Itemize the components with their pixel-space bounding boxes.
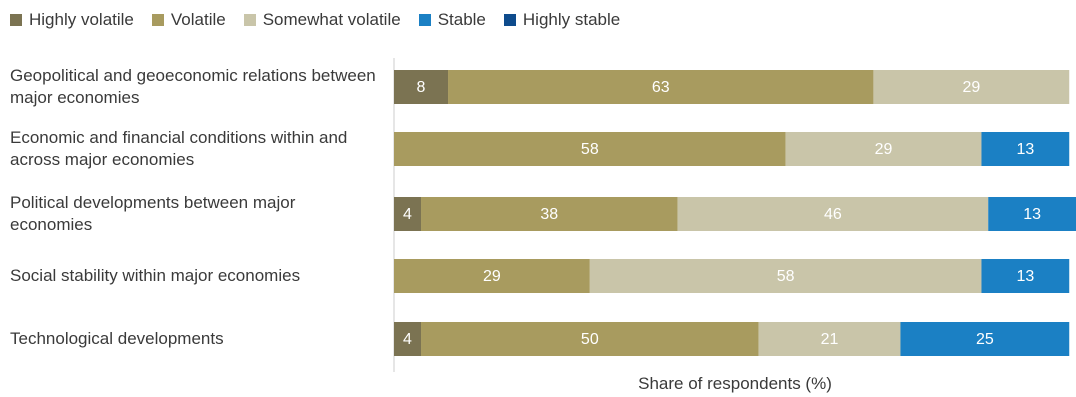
legend-label: Highly stable [522, 10, 621, 29]
value-label: 13 [1023, 206, 1041, 223]
category-label: Social stability within major economies [10, 266, 301, 285]
legend-label: Stable [437, 10, 486, 29]
value-label: 25 [976, 331, 994, 348]
legend-swatch [151, 14, 164, 26]
legend-label: Highly volatile [29, 10, 134, 29]
value-label: 13 [1016, 141, 1034, 158]
category-label: Economic and financial conditions within… [10, 128, 348, 169]
value-label: 29 [483, 268, 501, 285]
value-label: 29 [875, 141, 893, 158]
category-label: Geopolitical and geoeconomic relations b… [10, 66, 376, 107]
value-label: 8 [417, 79, 426, 96]
category-label: Political developments between major eco… [10, 193, 296, 234]
value-label: 63 [652, 79, 670, 96]
value-label: 29 [962, 79, 980, 96]
legend-item: Highly volatile [10, 10, 134, 30]
value-label: 13 [1016, 268, 1034, 285]
bar-segment [981, 132, 1070, 166]
bar-segment [421, 197, 678, 231]
value-label: 4 [403, 206, 412, 223]
value-label: 4 [403, 331, 412, 348]
legend: Highly volatile Volatile Somewhat volatile… [10, 10, 620, 30]
legend-item: Highly stable [503, 10, 621, 30]
legend-label: Volatile [170, 10, 226, 29]
category-label: Technological developments [10, 329, 224, 348]
bar-segment [589, 259, 982, 293]
bar-segment [873, 70, 1070, 104]
bar-segment [394, 259, 590, 293]
bar-segment [448, 70, 874, 104]
value-label: 58 [581, 141, 599, 158]
bar-segment [988, 197, 1076, 231]
value-label: 46 [824, 206, 842, 223]
bar-segment [785, 132, 982, 166]
legend-label: Somewhat volatile [262, 10, 401, 29]
bar-segment [394, 132, 786, 166]
bar-segment [981, 259, 1070, 293]
bar-segment [394, 322, 422, 356]
legend-item: Volatile [151, 10, 226, 30]
legend-swatch [503, 14, 516, 26]
legend-item: Somewhat volatile [243, 10, 401, 30]
axis-title: Share of respondents (%) [638, 374, 832, 393]
legend-item: Stable [418, 10, 486, 30]
value-label: 58 [777, 268, 795, 285]
legend-swatch [243, 14, 256, 26]
value-label: 50 [581, 331, 599, 348]
bar-segment [394, 197, 422, 231]
legend-swatch [10, 14, 22, 26]
value-label: 21 [821, 331, 839, 348]
bar-segment [677, 197, 989, 231]
bar-segment [758, 322, 901, 356]
bar-segment [421, 322, 759, 356]
bar-segment [900, 322, 1070, 356]
legend-swatch [418, 14, 431, 26]
value-label: 38 [540, 206, 558, 223]
bar-segment [394, 70, 449, 104]
